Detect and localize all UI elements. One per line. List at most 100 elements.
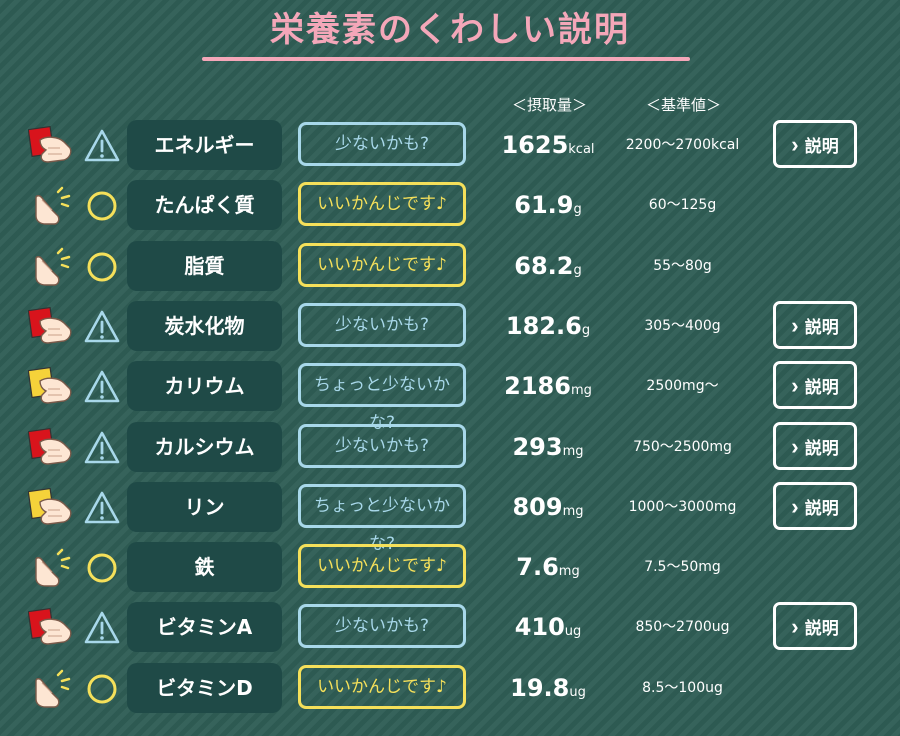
intake-value: 2186mg: [478, 361, 618, 416]
explain-button-label: 説明: [804, 438, 839, 458]
explain-button[interactable]: › 説明: [773, 361, 857, 410]
chevron-right-icon: ›: [791, 312, 805, 338]
status-badge: 少ないかも?: [298, 122, 466, 166]
intake-unit: mg: [558, 564, 580, 580]
nutrient-name: ビタミンA: [127, 602, 282, 653]
intake-number: 293: [512, 432, 563, 461]
intake-number: 1625: [501, 131, 569, 159]
explain-button-label: 説明: [804, 619, 839, 639]
warning-triangle-icon: [84, 128, 120, 164]
hand-holding-card-icon: [27, 608, 74, 648]
nutrient-row: たんぱく質 いいかんじです♪ 61.9g 60～125g: [0, 180, 900, 240]
intake-number: 410: [514, 613, 565, 642]
intake-number: 61.9: [514, 191, 574, 220]
nutrient-row: 脂質 いいかんじです♪ 68.2g 55～80g: [0, 240, 900, 301]
nutrient-name: 鉄: [127, 542, 282, 593]
explain-button[interactable]: › 説明: [773, 421, 857, 470]
page-title: 栄養素のくわしい説明: [270, 10, 630, 50]
explain-button[interactable]: › 説明: [773, 602, 857, 651]
nutrient-row: エネルギー 少ないかも? 1625kcal 2200～2700kcal › 説明: [0, 120, 900, 180]
reference-range: 2500mg～: [646, 378, 719, 395]
intake-unit: ug: [569, 684, 586, 700]
status-badge: いいかんじです♪: [298, 242, 466, 287]
warning-triangle-icon: [84, 610, 120, 646]
intake-value: 61.9g: [478, 180, 618, 235]
reference-range: 1000～3000mg: [628, 498, 737, 515]
warning-triangle-icon: [84, 430, 120, 466]
circle-ok-icon: [84, 550, 120, 586]
status-badge: いいかんじです♪: [298, 664, 466, 709]
nutrient-name: カルシウム: [127, 421, 282, 472]
chevron-right-icon: ›: [791, 433, 805, 459]
chevron-right-icon: ›: [791, 493, 805, 519]
circle-ok-icon: [84, 188, 120, 224]
explain-button[interactable]: › 説明: [773, 481, 857, 530]
header-intake: ＜摂取量＞: [512, 96, 588, 114]
hand-holding-card-icon: [27, 125, 74, 166]
intake-value: 410ug: [478, 602, 618, 657]
header-reference: ＜基準値＞: [646, 96, 722, 114]
nutrient-name: ビタミンD: [127, 662, 282, 713]
reference-range: 55～80g: [653, 257, 712, 274]
hand-pointing-icon: [28, 186, 74, 226]
hand-holding-card-icon: [27, 306, 74, 347]
intake-value: 182.6g: [478, 301, 618, 356]
hand-holding-card-icon: [27, 427, 74, 468]
nutrient-row: 炭水化物 少ないかも? 182.6g 305～400g › 説明: [0, 300, 900, 361]
reference-range: 2200～2700kcal: [625, 137, 740, 153]
intake-unit: mg: [570, 383, 592, 399]
intake-value: 68.2g: [478, 241, 618, 296]
reference-range: 750～2500mg: [633, 438, 732, 455]
warning-triangle-icon: [84, 490, 120, 526]
nutrient-row: 鉄いいかんじです♪ 7.6mg 7.5～50mg: [0, 542, 900, 602]
explain-button-label: 説明: [804, 498, 839, 518]
status-badge: いいかんじです♪: [298, 182, 466, 227]
nutrient-name: 炭水化物: [127, 300, 282, 351]
warning-triangle-icon: [84, 369, 120, 405]
title-underline: [202, 57, 690, 61]
nutrient-name: 脂質: [127, 240, 282, 291]
nutrient-row: カルシウム 少ないかも? 293mg 750～2500mg › 説明: [0, 421, 900, 482]
intake-unit: mg: [562, 503, 584, 519]
chevron-right-icon: ›: [791, 132, 805, 157]
nutrient-name: たんぱく質: [127, 180, 282, 231]
nutrient-name: カリウム: [127, 361, 282, 412]
intake-unit: g: [573, 262, 582, 278]
nutrient-row: カリウム ちょっと少ないかな? 2186mg 2500mg～ › 説明: [0, 361, 900, 433]
status-badge: 少ないかも?: [298, 604, 466, 649]
hand-pointing-icon: [28, 247, 74, 287]
status-badge: 少ないかも?: [298, 302, 466, 347]
reference-range: 850～2700ug: [635, 619, 730, 636]
explain-button[interactable]: › 説明: [773, 120, 857, 168]
nutrient-name: エネルギー: [127, 120, 282, 170]
intake-value: 1625kcal: [478, 120, 618, 175]
explain-button-label: 説明: [804, 317, 839, 337]
intake-unit: g: [573, 202, 582, 218]
intake-value: 7.6mg: [478, 542, 618, 597]
warning-triangle-icon: [84, 309, 120, 345]
chevron-right-icon: ›: [791, 614, 805, 640]
nutrient-row: ビタミンD いいかんじです♪ 19.8ug 8.5～100ug: [0, 662, 900, 723]
circle-ok-icon: [84, 671, 120, 707]
reference-range: 305～400g: [644, 317, 721, 334]
hand-holding-card-icon: [27, 487, 74, 528]
intake-value: 19.8ug: [478, 663, 618, 718]
intake-number: 68.2: [514, 251, 574, 280]
intake-number: 182.6: [505, 311, 582, 340]
status-badge: 少ないかも?: [298, 423, 466, 468]
explain-button[interactable]: › 説明: [773, 300, 857, 349]
nutrient-row: ビタミンA 少ないかも? 410ug 850～2700ug › 説明: [0, 602, 900, 662]
status-badge: ちょっと少ないかな?: [298, 483, 466, 554]
explain-button-label: 説明: [804, 378, 839, 398]
intake-number: 809: [512, 492, 563, 521]
hand-pointing-icon: [28, 669, 74, 709]
reference-range: 8.5～100ug: [642, 679, 723, 696]
status-badge: いいかんじです♪: [298, 544, 466, 589]
explain-button-label: 説明: [804, 137, 839, 156]
hand-holding-card-icon: [27, 367, 74, 407]
intake-unit: g: [581, 322, 591, 338]
intake-unit: mg: [562, 443, 584, 459]
intake-number: 7.6: [516, 553, 559, 582]
intake-unit: ug: [564, 624, 582, 640]
intake-unit: kcal: [568, 142, 595, 157]
